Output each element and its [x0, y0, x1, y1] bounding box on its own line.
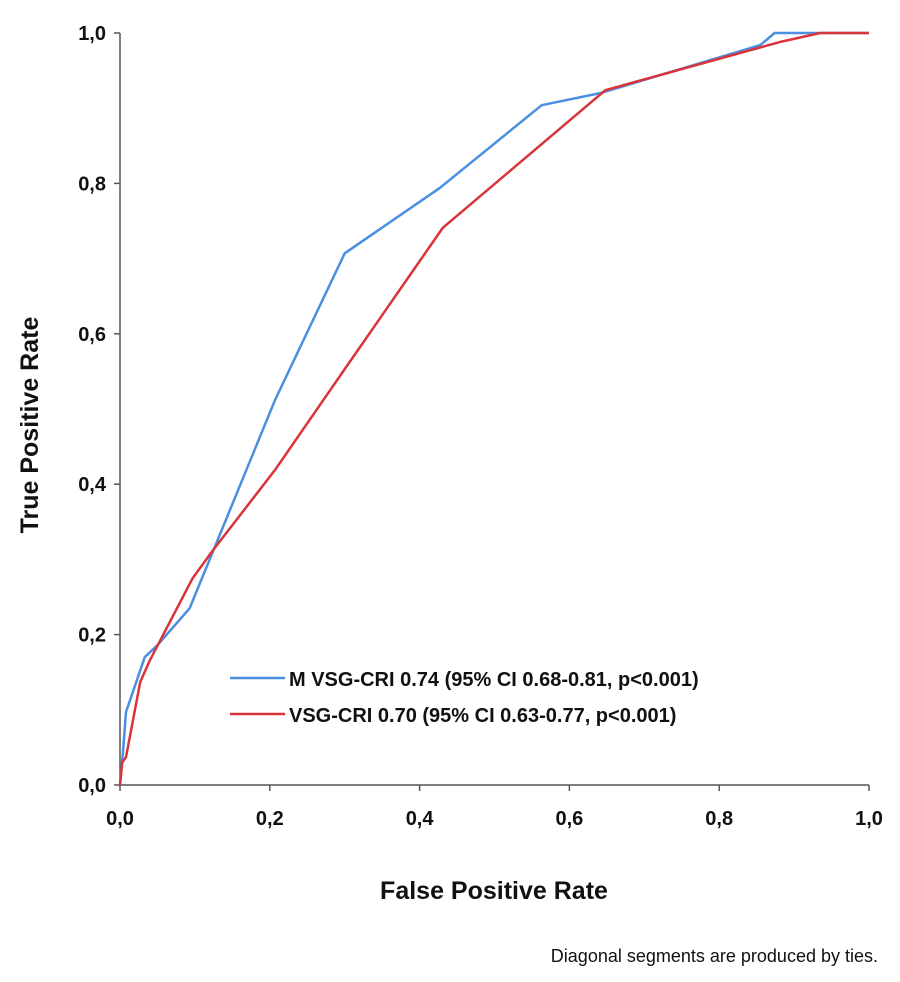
series-lines	[118, 31, 869, 786]
y-tick-label: 0,4	[78, 474, 107, 496]
y-tick-label: 0,8	[78, 173, 106, 195]
x-tick-label: 0,0	[106, 808, 134, 830]
axes: 0,0 0,2 0,4 0,6 0,8 1,0 0,0 0,2 0,4 0,6 0,8 1,0	[78, 23, 883, 830]
legend: M VSG-CRI 0.74 (95% CI 0.68-0.81, p<0.00…	[230, 669, 699, 727]
x-tick-label: 1,0	[855, 808, 883, 830]
footnote: Diagonal segments are produced by ties.	[551, 946, 878, 966]
y-tick-label: 0,6	[78, 324, 106, 346]
x-tick-label: 0,4	[406, 808, 435, 830]
legend-label-1: VSG-CRI 0.70 (95% CI 0.63-0.77, p<0.001)	[289, 705, 676, 727]
series-line-0	[118, 31, 869, 786]
y-tick-label: 0,2	[78, 625, 106, 647]
series-line-1	[118, 31, 869, 786]
y-tick-label: 0,0	[78, 775, 106, 797]
x-tick-label: 0,2	[256, 808, 284, 830]
y-tick-label: 1,0	[78, 23, 106, 45]
x-tick-label: 0,6	[555, 808, 583, 830]
y-axis-label: True Positive Rate	[16, 317, 44, 534]
x-tick-label: 0,8	[705, 808, 733, 830]
x-axis-label: False Positive Rate	[380, 877, 608, 905]
legend-label-0: M VSG-CRI 0.74 (95% CI 0.68-0.81, p<0.00…	[289, 669, 699, 691]
